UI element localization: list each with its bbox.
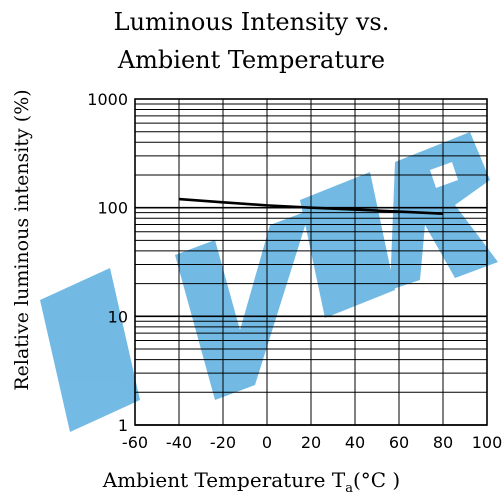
x-tick-label: 40 [345,433,365,452]
watermark-layer [40,132,498,432]
x-axis-label-subscript: a [345,481,353,496]
x-axis-label-unit: (°C ) [352,468,401,492]
watermark-letter-e [40,268,140,432]
watermark-cut [112,260,150,296]
y-tick-label: 1 [118,416,128,435]
x-tick-label: -60 [122,433,148,452]
x-tick-label: 20 [301,433,321,452]
y-tick-label: 100 [97,199,128,218]
x-axis-label-text: Ambient Temperature T [102,468,346,492]
series-layer [178,197,444,215]
y-tick-label: 1000 [87,90,128,109]
x-tick-label: 80 [433,433,453,452]
x-tick-label: 100 [472,433,503,452]
x-tick-label: -40 [166,433,192,452]
chart-title-line-2: Ambient Temperature [117,46,386,74]
y-axis-label: Relative luminous intensity (%) [11,89,33,391]
x-tick-label: -20 [210,433,236,452]
y-tick-label: 10 [108,307,128,326]
watermark-letter-v [175,210,310,400]
watermark-logo [40,132,498,432]
x-tick-label: 60 [389,433,409,452]
plot-frame [134,98,488,426]
x-tick-label: 0 [262,433,272,452]
chart-title-line-1: Luminous Intensity vs. [113,8,390,36]
tick-label-layer: -60 -40 -20 0 20 40 60 80 100 1 10 100 1000 [87,90,502,452]
frame-layer [134,98,488,426]
x-axis-label: Ambient Temperature Ta(°C ) [0,468,503,496]
